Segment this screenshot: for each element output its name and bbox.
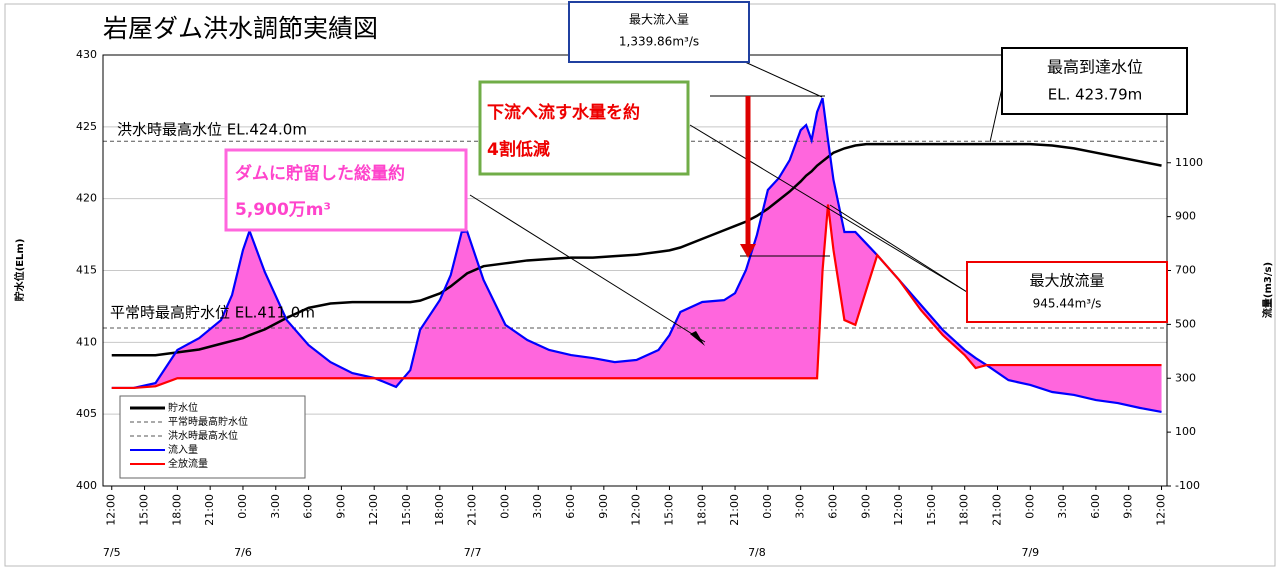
y2-axis-label: 流量(m3/s) (1261, 262, 1274, 318)
x-tick-label: 12:00 (892, 494, 905, 526)
x-tick-label: 15:00 (925, 494, 938, 526)
y-tick-label: 405 (76, 407, 97, 420)
x-tick-label: 6:00 (564, 494, 577, 519)
annotation-text: 945.44m³/s (1033, 297, 1102, 311)
annotation-text: EL. 423.79m (1048, 86, 1142, 104)
y-tick-label: 400 (76, 479, 97, 492)
storage-area (111, 98, 1162, 412)
y-tick-label: 425 (76, 120, 97, 133)
annotation-box (966, 261, 1168, 323)
annotation-text: 下流へ流す水量を約 (487, 102, 640, 123)
y2-tick-label: 500 (1175, 317, 1196, 330)
x-tick-label: 21:00 (466, 494, 479, 526)
y2-tick-label: -100 (1175, 479, 1200, 492)
x-tick-label: 0:00 (761, 494, 774, 519)
date-label: 7/7 (464, 546, 482, 559)
x-tick-label: 15:00 (662, 494, 675, 526)
y-tick-label: 430 (76, 48, 97, 61)
annotation-text: 最高到達水位 (1047, 58, 1143, 77)
annotation-text: 1,339.86m³/s (619, 35, 699, 49)
series-line (111, 204, 1162, 390)
x-tick-label: 6:00 (826, 494, 839, 519)
annotation-box (478, 80, 690, 176)
y2-tick-label: 900 (1175, 210, 1196, 223)
series-line (111, 142, 1162, 357)
annotation-text: 4割低減 (487, 139, 550, 160)
legend-label: 洪水時最高水位 (168, 429, 238, 442)
y2-tick-label: 300 (1175, 371, 1196, 384)
x-tick-label: 0:00 (1023, 494, 1036, 519)
series-line (111, 97, 1162, 414)
leader-lines (469, 61, 1003, 343)
reduction-arrow-head (740, 244, 756, 258)
y2-tick-label: 100 (1175, 425, 1196, 438)
x-tick-label: 9:00 (1122, 494, 1135, 519)
annotation-text: 最大流入量 (629, 13, 689, 27)
chart-title: 岩屋ダム洪水調節実績図 (103, 14, 378, 43)
x-tick-label: 3:00 (794, 494, 807, 519)
y-tick-label: 420 (76, 192, 97, 205)
x-tick-label: 6:00 (1089, 494, 1102, 519)
legend-label: 流入量 (168, 443, 198, 456)
date-label: 7/5 (103, 546, 121, 559)
y2-tick-label: 700 (1175, 264, 1196, 277)
x-tick-label: 15:00 (138, 494, 151, 526)
x-tick-label: 9:00 (859, 494, 872, 519)
arrow-head (690, 331, 705, 346)
annotation-text: ダムに貯留した総量約 (235, 163, 405, 184)
annotation-box (568, 1, 750, 63)
annotation-text: 最大放流量 (1029, 272, 1104, 290)
x-tick-label: 3:00 (269, 494, 282, 519)
y-tick-label: 415 (76, 264, 97, 277)
x-tick-label: 18:00 (170, 494, 183, 526)
y-axis-label: 貯水位(ELm) (13, 239, 26, 302)
annotation-box (224, 148, 468, 232)
reference-label: 洪水時最高水位 EL.424.0m (117, 121, 307, 139)
x-tick-label: 15:00 (400, 494, 413, 526)
x-tick-label: 9:00 (597, 494, 610, 519)
x-tick-label: 21:00 (203, 494, 216, 526)
x-tick-label: 6:00 (302, 494, 315, 519)
date-label: 7/6 (234, 546, 252, 559)
x-tick-label: 18:00 (695, 494, 708, 526)
x-tick-label: 18:00 (433, 494, 446, 526)
annotation-box (1001, 47, 1188, 115)
x-tick-label: 9:00 (334, 494, 347, 519)
x-tick-label: 12:00 (630, 494, 643, 526)
legend-label: 全放流量 (168, 457, 208, 470)
x-tick-label: 0:00 (498, 494, 511, 519)
date-label: 7/9 (1021, 546, 1039, 559)
date-label: 7/8 (748, 546, 766, 559)
reference-label: 平常時最高貯水位 EL.411.0m (110, 304, 315, 322)
x-tick-label: 0:00 (236, 494, 249, 519)
x-tick-label: 3:00 (531, 494, 544, 519)
x-tick-label: 18:00 (958, 494, 971, 526)
legend-label: 平常時最高貯水位 (168, 415, 248, 428)
annotation-text: 5,900万m³ (235, 200, 331, 220)
x-tick-label: 12:00 (105, 494, 118, 526)
x-tick-label: 12:00 (1155, 494, 1168, 526)
legend-label: 貯水位 (168, 401, 198, 414)
x-tick-label: 21:00 (991, 494, 1004, 526)
x-tick-label: 21:00 (728, 494, 741, 526)
y-tick-label: 410 (76, 335, 97, 348)
x-tick-label: 12:00 (367, 494, 380, 526)
y2-tick-label: 1100 (1175, 156, 1203, 169)
x-tick-label: 3:00 (1056, 494, 1069, 519)
